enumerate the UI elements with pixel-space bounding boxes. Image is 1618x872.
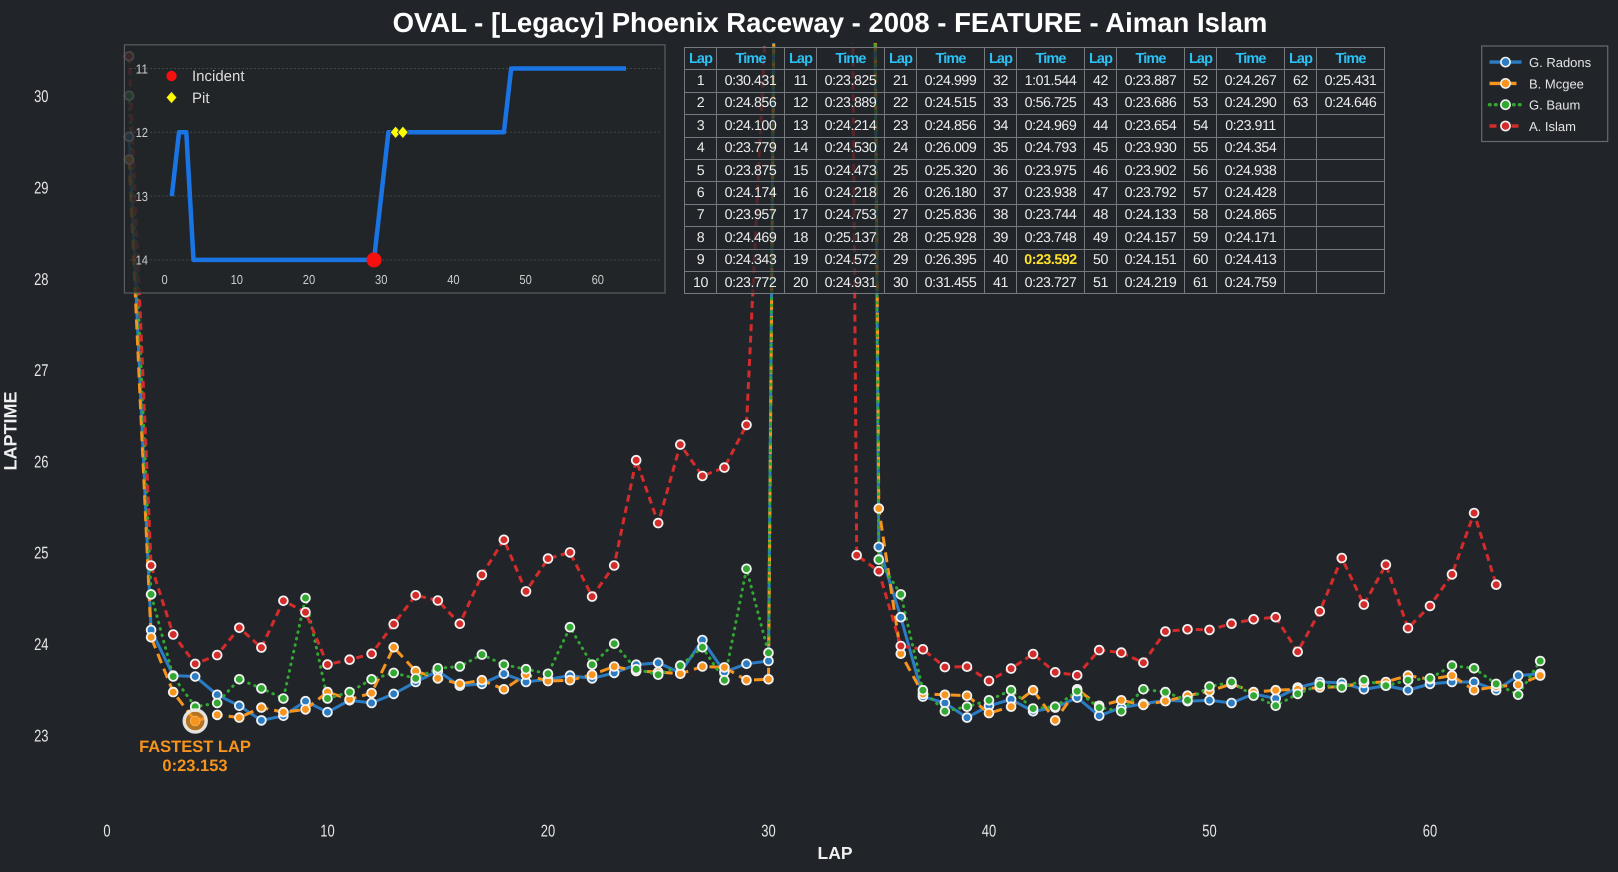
- svg-text:25: 25: [34, 544, 48, 563]
- svg-text:G. Radons: G. Radons: [1529, 55, 1592, 70]
- svg-text:24: 24: [34, 635, 48, 654]
- svg-text:40: 40: [982, 822, 996, 841]
- svg-text:50: 50: [519, 272, 531, 287]
- svg-text:13: 13: [136, 189, 148, 204]
- svg-text:14: 14: [136, 253, 148, 268]
- svg-text:Incident: Incident: [192, 68, 245, 85]
- svg-text:Pit: Pit: [192, 90, 210, 107]
- svg-text:LAP: LAP: [818, 843, 853, 863]
- svg-text:10: 10: [320, 822, 334, 841]
- svg-text:OVAL - [Legacy] Phoenix Racewa: OVAL - [Legacy] Phoenix Raceway - 2008 -…: [393, 7, 1268, 38]
- svg-text:30: 30: [34, 87, 48, 106]
- svg-text:40: 40: [447, 272, 459, 287]
- svg-text:29: 29: [34, 178, 48, 197]
- svg-text:10: 10: [231, 272, 243, 287]
- svg-text:23: 23: [34, 726, 48, 745]
- svg-text:27: 27: [34, 361, 48, 380]
- svg-text:G. Baum: G. Baum: [1529, 98, 1580, 113]
- svg-text:20: 20: [541, 822, 555, 841]
- svg-text:30: 30: [761, 822, 775, 841]
- svg-text:60: 60: [592, 272, 604, 287]
- svg-text:0: 0: [162, 272, 168, 287]
- svg-text:11: 11: [136, 61, 148, 76]
- svg-text:26: 26: [34, 452, 48, 471]
- svg-text:28: 28: [34, 270, 48, 289]
- svg-text:B. Mcgee: B. Mcgee: [1529, 76, 1584, 91]
- svg-text:LAPTIME: LAPTIME: [1, 392, 21, 471]
- svg-text:30: 30: [375, 272, 387, 287]
- svg-text:A. Islam: A. Islam: [1529, 119, 1576, 134]
- svg-text:0:23.153: 0:23.153: [162, 757, 227, 775]
- svg-text:60: 60: [1423, 822, 1437, 841]
- svg-text:20: 20: [303, 272, 315, 287]
- svg-text:50: 50: [1202, 822, 1216, 841]
- svg-text:0: 0: [103, 822, 110, 841]
- svg-text:FASTEST LAP: FASTEST LAP: [139, 738, 251, 756]
- svg-text:12: 12: [136, 125, 148, 140]
